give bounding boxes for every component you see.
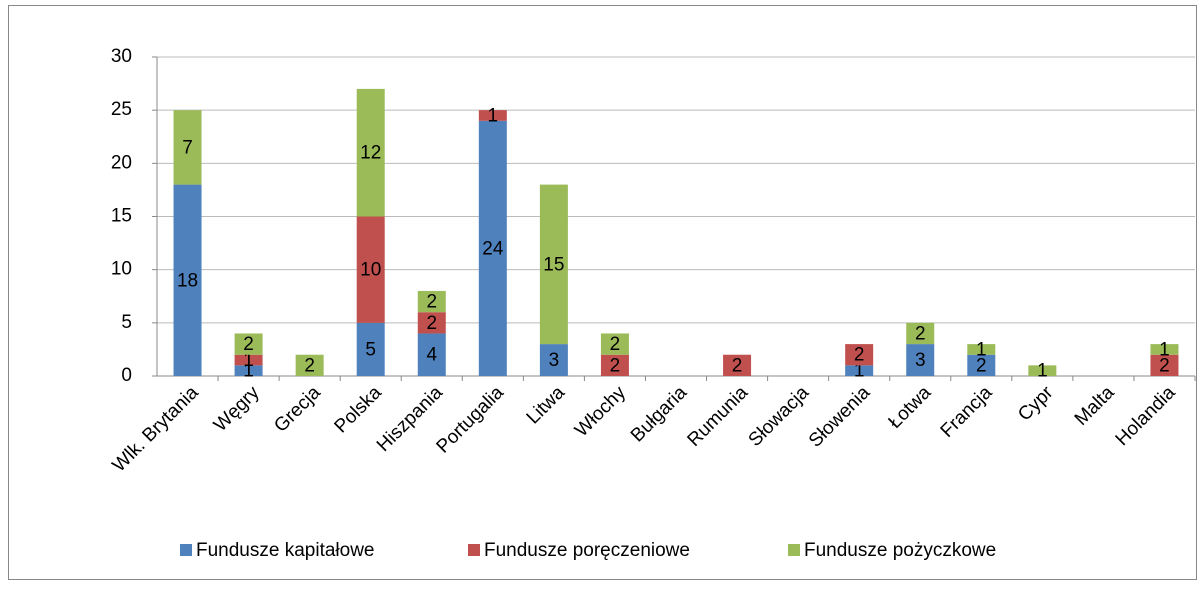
- bar-segment: [845, 344, 874, 366]
- bar-segment: [1150, 344, 1179, 355]
- data-label: 1: [976, 339, 987, 360]
- data-label: 7: [182, 137, 193, 158]
- data-label: 1: [1159, 339, 1170, 360]
- data-label: 2: [854, 345, 865, 366]
- data-label: 2: [304, 355, 315, 376]
- data-label: 2: [610, 355, 621, 376]
- data-label: 10: [360, 260, 381, 281]
- data-label: 1: [1037, 361, 1048, 382]
- legend-label: Fundusze kapitałowe: [196, 540, 375, 561]
- bar-segment: [356, 216, 385, 323]
- bar-segment: [906, 322, 935, 345]
- bar-segment: [356, 88, 385, 217]
- data-label: 5: [365, 339, 376, 360]
- bar-segment: [1028, 365, 1057, 376]
- data-label: 1: [854, 361, 865, 382]
- bar-segment: [478, 120, 507, 376]
- bar-segment: [173, 110, 202, 185]
- data-label: 24: [482, 238, 504, 259]
- bar-segment: [417, 333, 446, 376]
- legend-label: Fundusze poręczeniowe: [484, 540, 690, 561]
- bar-segment: [478, 110, 507, 121]
- data-label: 12: [360, 143, 381, 164]
- bar-segment: [967, 344, 996, 355]
- bar-segment: [417, 290, 446, 313]
- bar-segment: [600, 354, 629, 376]
- data-label: 2: [976, 355, 987, 376]
- bar-segment: [234, 333, 263, 355]
- y-tick-label: 20: [111, 152, 132, 173]
- y-tick-label: 0: [121, 365, 132, 386]
- bar-segment: [539, 344, 568, 376]
- data-label: 1: [243, 350, 254, 371]
- data-label: 3: [915, 350, 926, 371]
- bar-segment: [967, 354, 996, 376]
- data-label: 15: [543, 254, 564, 275]
- y-tick-label: 25: [111, 99, 132, 120]
- data-label: 2: [426, 313, 437, 334]
- data-label: 1: [243, 361, 254, 382]
- y-tick-label: 15: [111, 206, 132, 227]
- bar-segment: [600, 333, 629, 355]
- legend-label: Fundusze pożyczkowe: [804, 540, 996, 561]
- bar-segment: [539, 184, 568, 345]
- data-label: 2: [732, 355, 743, 376]
- bar-segment: [173, 184, 202, 376]
- bar-segment: [723, 354, 752, 376]
- legend-swatch: [180, 544, 192, 556]
- bar-segment: [356, 322, 385, 376]
- bar-segment: [417, 312, 446, 334]
- bar-segment: [845, 365, 874, 376]
- data-label: 2: [915, 323, 926, 344]
- bar-segment: [1150, 354, 1179, 376]
- data-label: 2: [243, 334, 254, 355]
- data-label: 2: [426, 292, 437, 313]
- data-label: 1: [488, 105, 499, 126]
- bar-segment: [295, 354, 324, 376]
- data-label: 4: [426, 345, 437, 366]
- bar-segment: [234, 354, 263, 366]
- chart-border: [8, 5, 1197, 580]
- legend-swatch: [788, 544, 800, 556]
- data-label: 18: [177, 270, 198, 291]
- data-label: 2: [610, 334, 621, 355]
- bar-segment: [234, 365, 263, 376]
- y-tick-label: 5: [121, 312, 132, 333]
- y-tick-label: 10: [111, 259, 132, 280]
- y-tick-label: 30: [111, 46, 132, 67]
- data-label: 2: [1159, 355, 1170, 376]
- legend-swatch: [468, 544, 480, 556]
- bar-segment: [906, 344, 935, 376]
- data-label: 3: [549, 350, 560, 371]
